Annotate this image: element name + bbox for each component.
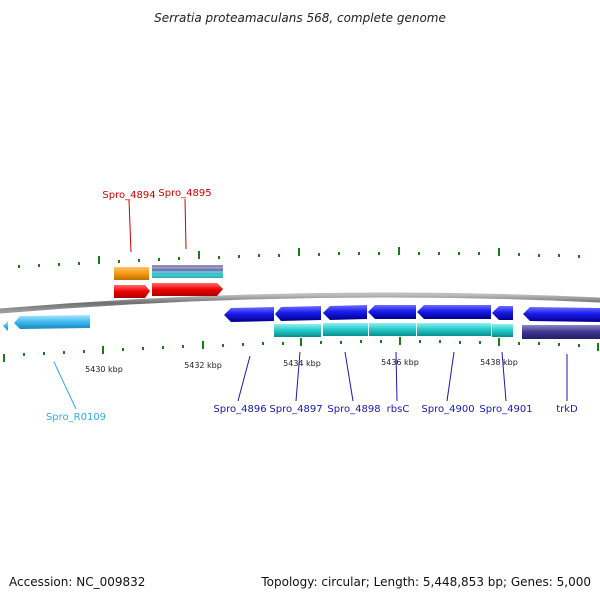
gene-spro-4895[interactable]: [152, 265, 223, 296]
genome-summary-text: Topology: circular; Length: 5,448,853 bp…: [260, 575, 591, 589]
gene-label-spro-4898[interactable]: Spro_4898: [327, 404, 380, 415]
red-gene-arrow: [152, 283, 223, 296]
gene-label-trkd[interactable]: trkD: [556, 404, 578, 415]
gene-label-spro-4901[interactable]: Spro_4901: [479, 404, 532, 415]
cyan-gene-band: [274, 323, 513, 337]
scale-label: 5438 kbp: [480, 358, 518, 367]
gene-spro-4896[interactable]: [224, 307, 274, 322]
lower-tick-row: [3, 337, 599, 362]
gene-spro-4900[interactable]: [417, 305, 491, 319]
gene-label-spro-4900[interactable]: Spro_4900: [421, 404, 474, 415]
gene-rbsc[interactable]: [368, 305, 416, 319]
gene-spro-r0109[interactable]: [14, 315, 90, 329]
red-gene-arrow: [114, 285, 150, 298]
scale-label: 5430 kbp: [85, 365, 123, 374]
scale-label: 5436 kbp: [381, 358, 419, 367]
cyan-gene-arrow-fragment[interactable]: [3, 321, 8, 331]
orange-gene-block: [114, 267, 149, 280]
gene-spro-4901[interactable]: [492, 306, 513, 320]
accession-text: Accession: NC_009832: [9, 575, 145, 589]
scale-labels: 5430 kbp 5432 kbp 5434 kbp 5436 kbp 5438…: [85, 358, 518, 374]
scale-label: 5434 kbp: [283, 359, 321, 368]
gene-label-spro-r0109[interactable]: Spro_R0109: [46, 412, 106, 423]
scale-label: 5432 kbp: [184, 361, 222, 370]
upper-tick-row: [18, 247, 580, 268]
gene-label-spro-4894[interactable]: Spro_4894: [102, 190, 155, 201]
gene-label-rbsc[interactable]: rbsC: [387, 404, 410, 415]
gene-label-spro-4897[interactable]: Spro_4897: [269, 404, 322, 415]
genome-backbone: [0, 292, 600, 314]
gene-trkd-upper[interactable]: [523, 307, 600, 322]
gene-trkd[interactable]: [522, 325, 600, 339]
gene-spro-4898[interactable]: [323, 305, 367, 320]
gene-spro-4894[interactable]: [114, 267, 150, 298]
leader-lines: [53, 198, 568, 410]
gene-label-spro-4896[interactable]: Spro_4896: [213, 404, 266, 415]
gene-spro-4897[interactable]: [275, 306, 321, 321]
page-title: Serratia proteamaculans 568, complete ge…: [154, 11, 446, 25]
gene-label-spro-4895[interactable]: Spro_4895: [158, 188, 211, 199]
